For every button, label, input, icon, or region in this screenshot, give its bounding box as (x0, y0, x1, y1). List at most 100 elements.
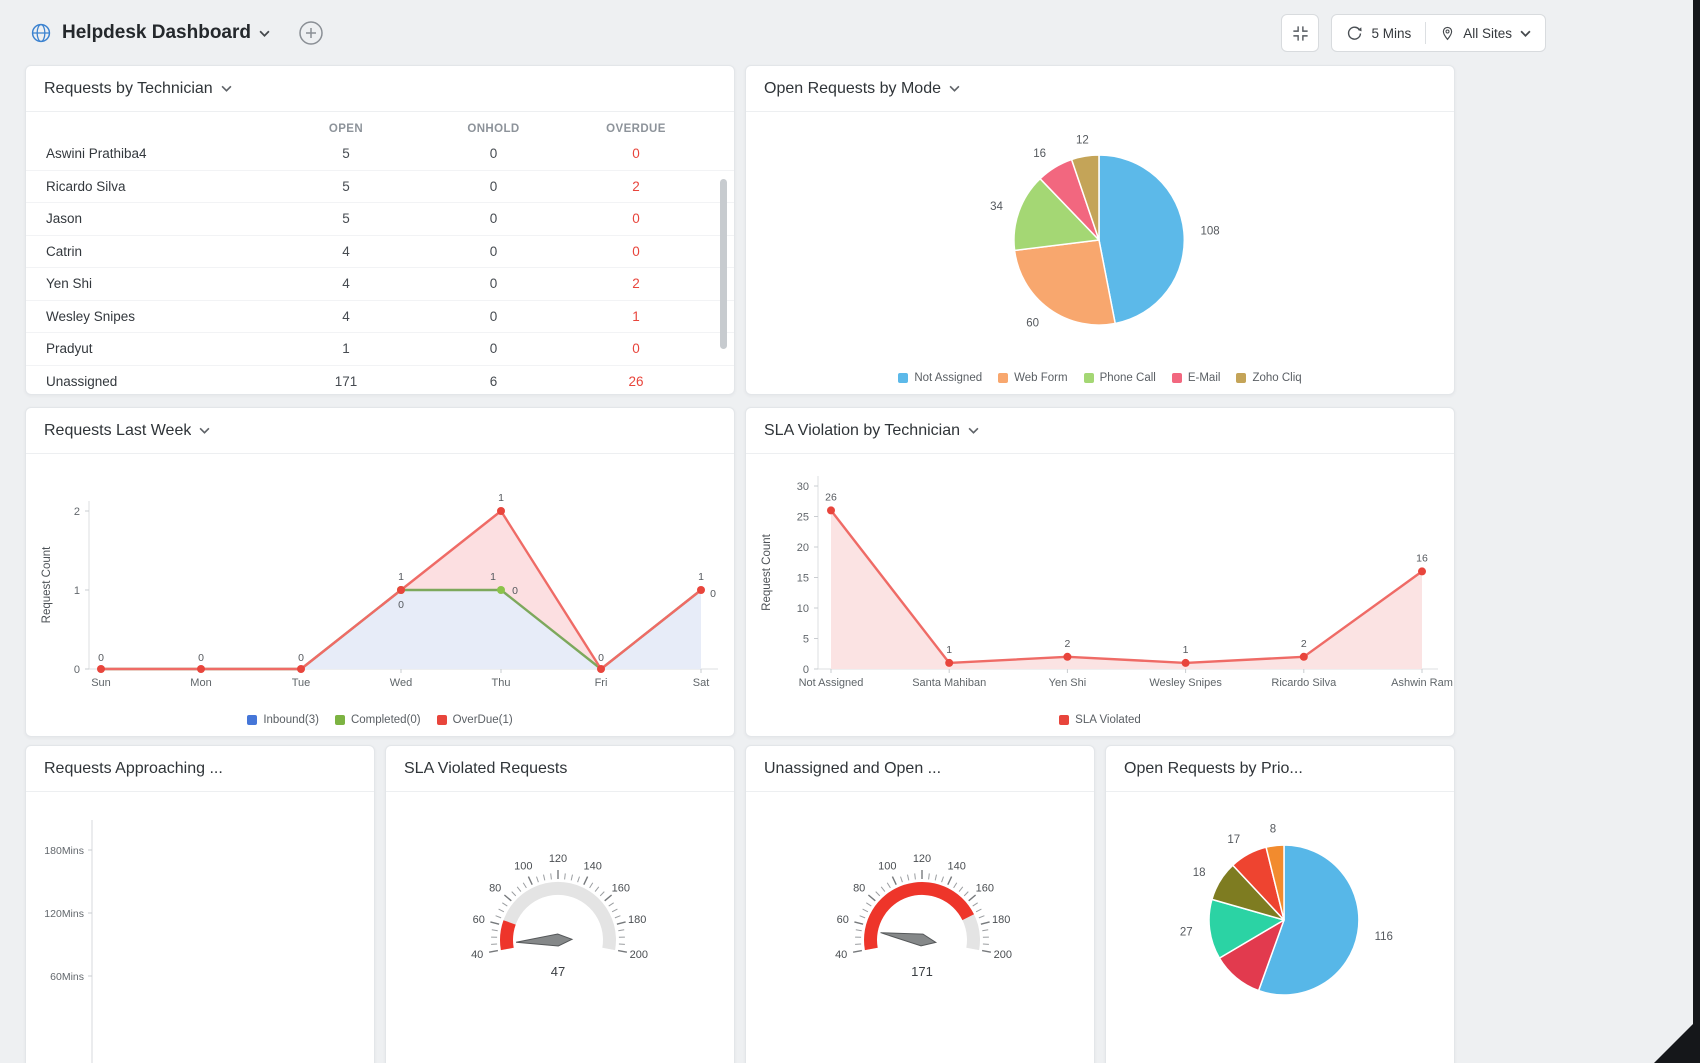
legend-label: Zoho Cliq (1252, 372, 1302, 384)
open-count: 4 (342, 243, 350, 259)
svg-text:Santa Mahiban: Santa Mahiban (912, 677, 986, 689)
table-row[interactable]: Pradyut 1 0 0 (26, 332, 734, 365)
svg-text:2: 2 (74, 506, 80, 518)
widget-title-dropdown[interactable]: SLA Violated Requests (404, 760, 567, 778)
svg-text:Sat: Sat (693, 677, 710, 689)
svg-text:Not Assigned: Not Assigned (799, 677, 864, 689)
topbar: Helpdesk Dashboard 5 M (0, 0, 1700, 66)
widget-title: SLA Violation by Technician (764, 421, 960, 439)
resize-layout-button[interactable] (1281, 14, 1320, 52)
onhold-count: 0 (489, 276, 498, 292)
legend-item[interactable]: Not Assigned (898, 372, 982, 384)
table-row[interactable]: Wesley Snipes 4 0 1 (26, 299, 734, 333)
legend-label: Phone Call (1099, 372, 1156, 384)
legend-item[interactable]: E-Mail (1171, 372, 1220, 384)
legend-swatch (1171, 373, 1182, 383)
svg-text:8: 8 (1270, 824, 1276, 836)
svg-text:0: 0 (803, 664, 809, 676)
legend-item[interactable]: Completed(0) (334, 714, 421, 726)
svg-text:1: 1 (1183, 644, 1189, 656)
widget-open-requests-by-mode: Open Requests by Mode 108 60 34 16 12 Not As… (745, 65, 1455, 395)
svg-text:5: 5 (803, 634, 809, 646)
svg-text:180: 180 (628, 914, 646, 926)
overdue-count: 0 (632, 211, 640, 227)
overdue-count: 0 (632, 243, 640, 259)
legend-swatch (334, 715, 345, 725)
table-row[interactable]: Ricardo Silva 5 0 2 (26, 169, 734, 203)
open-count: 4 (342, 276, 350, 292)
refresh-interval-button[interactable]: 5 Mins (1332, 15, 1425, 51)
svg-text:140: 140 (948, 861, 966, 873)
open-count: 171 (334, 373, 358, 389)
svg-text:1: 1 (698, 571, 704, 583)
legend-item[interactable]: Inbound(3) (247, 714, 319, 726)
unassigned-open-gauge[interactable]: 40 60 80 100 120 140 160 180 200 171 (746, 792, 1094, 1063)
svg-text:Wesley Snipes: Wesley Snipes (1149, 677, 1222, 689)
widget-title-dropdown[interactable]: Open Requests by Mode (764, 80, 960, 98)
table-header-row: OPEN ONHOLD OVERDUE (26, 112, 734, 146)
table-row[interactable]: Unassigned 171 6 26 (26, 364, 734, 395)
onhold-count: 0 (489, 243, 498, 259)
technician-name: Ricardo Silva (46, 178, 126, 194)
table-row[interactable]: Catrin 4 0 0 (26, 234, 734, 268)
widget-title-dropdown[interactable]: Open Requests by Prio... (1124, 760, 1303, 778)
widget-title: Open Requests by Prio... (1124, 759, 1303, 777)
svg-text:108: 108 (1201, 225, 1220, 237)
legend-item[interactable]: Web Form (998, 372, 1068, 384)
svg-text:0: 0 (298, 652, 304, 664)
legend-item[interactable]: Phone Call (1083, 372, 1156, 384)
svg-text:15: 15 (797, 573, 809, 585)
overdue-count: 2 (632, 276, 640, 292)
svg-text:120: 120 (549, 853, 567, 865)
svg-text:30: 30 (797, 481, 809, 493)
legend-item[interactable]: SLA Violated (1059, 714, 1141, 726)
legend-label: Not Assigned (914, 372, 983, 384)
svg-text:80: 80 (489, 882, 501, 894)
widget-title-dropdown[interactable]: Requests Approaching ... (44, 760, 223, 778)
table-row[interactable]: Aswini Prathiba4 5 0 0 (26, 146, 734, 170)
chevron-down-icon (1520, 30, 1531, 37)
chart-legend: Not Assigned Web Form Phone Call E-Mail Zoho… (746, 372, 1454, 384)
table-row[interactable]: Jason 5 0 0 (26, 202, 734, 235)
sla-line-chart[interactable]: 0 5 10 15 20 25 30 Not Assigned Santa Mahiban Yen… (746, 454, 1454, 737)
legend-item[interactable]: OverDue(1) (436, 714, 513, 726)
widget-title-dropdown[interactable]: SLA Violation by Technician (764, 422, 979, 440)
chevron-down-icon (221, 85, 232, 92)
mode-pie-chart[interactable]: 108 60 34 16 12 (746, 112, 1454, 395)
widget-title-dropdown[interactable]: Unassigned and Open ... (764, 760, 941, 778)
approaching-bar-chart[interactable]: 180Mins 120Mins 60Mins (26, 792, 374, 1063)
priority-pie-chart[interactable]: 116 27 18 17 8 (1106, 792, 1454, 1063)
add-dashboard-button[interactable] (296, 18, 326, 48)
svg-text:200: 200 (630, 949, 648, 961)
svg-text:100: 100 (514, 861, 532, 873)
site-filter-button[interactable]: All Sites (1426, 15, 1545, 51)
dashboard-title-dropdown[interactable]: Helpdesk Dashboard (62, 22, 270, 44)
svg-text:16: 16 (1416, 552, 1428, 564)
refresh-interval-label: 5 Mins (1371, 25, 1412, 41)
sla-violated-gauge[interactable]: 40 60 80 100 120 140 160 180 200 47 (386, 792, 734, 1063)
scrollbar-thumb[interactable] (720, 179, 727, 349)
table-row[interactable]: Yen Shi 4 0 2 (26, 267, 734, 300)
widget-requests-by-technician: Requests by Technician OPEN ONHOLD OVERD… (25, 65, 735, 395)
svg-text:27: 27 (1180, 927, 1193, 939)
svg-text:0: 0 (710, 588, 716, 600)
svg-text:1: 1 (490, 571, 496, 583)
svg-text:160: 160 (976, 882, 994, 894)
chevron-down-icon (968, 427, 979, 434)
svg-text:Thu: Thu (492, 677, 511, 689)
technician-name: Wesley Snipes (46, 308, 136, 324)
widget-title-dropdown[interactable]: Requests Last Week (44, 422, 210, 440)
legend-item[interactable]: Zoho Cliq (1236, 372, 1302, 384)
svg-text:180: 180 (992, 914, 1010, 926)
svg-text:0: 0 (198, 652, 204, 664)
overdue-count: 0 (632, 146, 640, 162)
legend-swatch (247, 715, 258, 725)
svg-text:100: 100 (878, 861, 896, 873)
legend-label: SLA Violated (1075, 714, 1141, 726)
widget-title-dropdown[interactable]: Requests by Technician (44, 80, 232, 98)
overdue-count: 1 (632, 308, 640, 324)
site-filter-label: All Sites (1463, 25, 1512, 41)
widget-title: Open Requests by Mode (764, 79, 941, 97)
technician-name: Yen Shi (46, 276, 93, 292)
